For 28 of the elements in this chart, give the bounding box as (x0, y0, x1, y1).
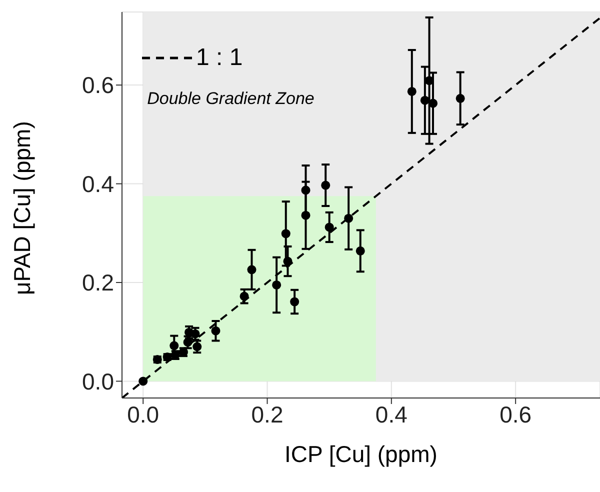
x-tick-label: 0.2 (251, 401, 284, 428)
legend-label: 1 : 1 (196, 44, 243, 72)
y-tick-label: 0.2 (82, 270, 114, 296)
point (240, 292, 249, 301)
point (356, 246, 365, 256)
point (456, 94, 465, 103)
x-axis-title: ICP [Cu] (ppm) (284, 441, 438, 467)
point (290, 297, 300, 306)
point (272, 280, 282, 290)
point (301, 210, 310, 220)
point (138, 376, 148, 386)
x-tick-label: 0.6 (500, 401, 532, 428)
point (301, 186, 310, 195)
point (281, 229, 290, 238)
point (321, 180, 330, 190)
y-tick-label: 0.6 (82, 72, 114, 98)
point (211, 326, 220, 336)
x-tick-label: 0.4 (375, 401, 408, 428)
x-tick-label: 0.0 (127, 401, 160, 428)
point (420, 96, 430, 105)
point (344, 214, 354, 223)
y-tick-label: 0.4 (82, 170, 114, 197)
band-label: Double Gradient Zone (147, 89, 314, 108)
point (324, 222, 334, 232)
y-tick-label: 0.0 (82, 368, 114, 394)
point (407, 86, 416, 96)
point (247, 265, 256, 274)
y-axis-title: μPAD [Cu] (ppm) (9, 121, 36, 295)
